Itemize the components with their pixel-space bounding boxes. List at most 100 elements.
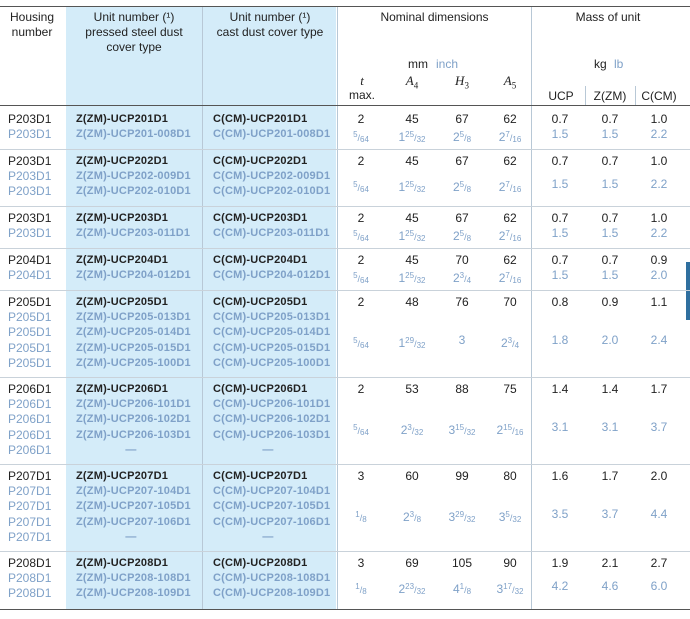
mass-ucp-lb: 4.2 [551, 578, 569, 593]
mass-zm-kg: 0.7 [601, 112, 619, 126]
dim-a5-mm: 62 [503, 154, 517, 168]
cast-unit-number: C(CM)-UCP203D1 [213, 212, 308, 224]
cast-unit-number: C(CM)-UCP208-108D1 [213, 572, 331, 585]
dim-a4-inch: 223/32 [398, 581, 426, 596]
dim-h3-mm: 67 [455, 112, 469, 126]
dim-a4-inch: 125/32 [398, 179, 426, 194]
pressed-unit-number: Z(ZM)-UCP202-010D1 [76, 185, 191, 198]
divider-zzm-ccm [635, 86, 636, 106]
dim-t-inch: 5/64 [353, 423, 369, 437]
cast-unit-number: C(CM)-UCP205-013D1 [213, 311, 331, 324]
cast-unit-number: C(CM)-UCP206D1 [213, 383, 308, 395]
dim-h3-inch: 23/4 [452, 271, 472, 286]
mass-zm-lb: 1.5 [601, 226, 619, 241]
mass-zm-lb: 4.6 [601, 578, 619, 593]
unit-lb-label: lb [614, 57, 624, 71]
housing-number: P207D1 [8, 469, 52, 483]
dim-a4-mm: 60 [405, 469, 419, 483]
dim-a5-inch: 27/16 [498, 271, 522, 286]
group-separator [0, 248, 690, 249]
mass-cm-kg: 1.0 [650, 112, 668, 126]
unit-mm-label: mm [408, 57, 428, 71]
header-unit-pressed: Unit number (¹) pressed steel dust cover… [85, 10, 183, 54]
mass-cm-lb: 4.4 [650, 507, 668, 521]
dim-h3-inch: 25/8 [452, 130, 472, 145]
dim-a4-mm: 45 [405, 154, 419, 168]
dim-a5-mm: 62 [503, 253, 517, 267]
pressed-unit-number: Z(ZM)-UCP205-100D1 [76, 356, 191, 369]
dim-a5-mm: 62 [503, 112, 517, 126]
cast-unit-number: C(CM)-UCP202-009D1 [213, 170, 331, 183]
dim-h3-mm: 67 [455, 154, 469, 168]
cast-unit-number: C(CM)-UCP205D1 [213, 296, 308, 308]
housing-number: P207D1 [8, 529, 52, 544]
cast-unit-number: C(CM)-UCP207-106D1 [213, 515, 331, 528]
pressed-unit-number: Z(ZM)-UCP204-012D1 [76, 269, 191, 282]
housing-number: P208D1 [8, 571, 52, 586]
mass-cm-lb: 2.2 [650, 176, 668, 191]
dim-a5-mm: 75 [503, 382, 517, 396]
dim-a4-inch: 125/32 [398, 229, 426, 244]
group-separator [0, 377, 690, 378]
dim-h3-inch: 25/8 [452, 229, 472, 244]
mass-zm-kg: 0.7 [601, 211, 619, 225]
col-ucp: UCP [548, 89, 574, 103]
dim-a5-inch: 317/32 [496, 581, 524, 596]
group-separator [0, 464, 690, 465]
cast-unit-number: C(CM)-UCP201D1 [213, 113, 308, 125]
unit-kg-label: kg [594, 57, 607, 71]
group-separator [0, 206, 690, 207]
mass-zm-lb: 3.7 [601, 507, 619, 521]
table-bottom-rule [0, 609, 690, 610]
header-unit-cast: Unit number (¹) cast dust cover type [216, 10, 324, 39]
dim-h3-mm: 70 [455, 253, 469, 267]
housing-number: P205D1 [8, 325, 52, 340]
cast-unit-number: C(CM)-UCP207-104D1 [213, 485, 331, 498]
housing-number: P205D1 [8, 355, 52, 370]
pressed-unit-number: Z(ZM)-UCP205-013D1 [76, 311, 191, 324]
mass-cm-kg: 1.7 [650, 382, 668, 396]
dim-h3-inch: 315/32 [448, 423, 476, 437]
mass-zm-kg: 2.1 [601, 556, 619, 570]
cast-unit-number: C(CM)-UCP202-010D1 [213, 185, 331, 198]
pressed-unit-number: Z(ZM)-UCP201D1 [76, 113, 169, 125]
cast-unit-number: C(CM)-UCP205-014D1 [213, 326, 331, 339]
mass-cm-kg: 1.1 [650, 295, 668, 309]
pressed-unit-number: Z(ZM)-UCP206-102D1 [76, 413, 191, 426]
dim-h3-mm: 67 [455, 211, 469, 225]
mass-ucp-lb: 1.5 [551, 226, 569, 241]
mass-ucp-kg: 1.4 [551, 382, 569, 396]
dim-a4-mm: 45 [405, 253, 419, 267]
mass-zm-kg: 1.4 [601, 382, 619, 396]
housing-number: P206D1 [8, 397, 52, 412]
mass-ucp-kg: 1.6 [551, 469, 569, 483]
dim-a4-inch: 129/32 [398, 336, 426, 350]
pressed-unit-number: Z(ZM)-UCP202D1 [76, 155, 169, 167]
housing-number: P203D1 [8, 169, 52, 184]
mass-ucp-kg: 0.7 [551, 112, 569, 126]
dim-t-mm: 3 [357, 469, 365, 483]
dim-h3-mm: 99 [455, 469, 469, 483]
dim-t-mm: 2 [357, 253, 365, 267]
divider-ucp-zzm [585, 86, 586, 106]
mass-zm-kg: 0.9 [601, 295, 619, 309]
dim-t-mm: 2 [357, 211, 365, 225]
col-a5-symbol: A5 [503, 73, 517, 91]
table-top-rule [0, 6, 690, 7]
mass-ucp-kg: 0.7 [551, 211, 569, 225]
col-ccm: C(CM) [641, 89, 677, 103]
pressed-unit-number: Z(ZM)-UCP205-015D1 [76, 341, 191, 354]
cast-unit-number: C(CM)-UCP206-101D1 [213, 398, 331, 411]
dim-a4-inch: 125/32 [398, 271, 426, 286]
dim-h3-mm: 88 [455, 382, 469, 396]
dim-t-inch: 5/64 [353, 179, 369, 194]
dim-a4-mm: 69 [405, 556, 419, 570]
housing-number: P205D1 [8, 340, 52, 355]
pressed-unit-number: Z(ZM)-UCP205D1 [76, 296, 169, 308]
pressed-unit-number: Z(ZM)-UCP207-104D1 [76, 485, 191, 498]
mass-zm-lb: 1.5 [601, 268, 619, 283]
housing-number: P205D1 [8, 310, 52, 325]
dim-t-mm: 2 [357, 295, 365, 309]
mass-zm-kg: 1.7 [601, 469, 619, 483]
pressed-unit-number: Z(ZM)-UCP208-109D1 [76, 587, 191, 600]
